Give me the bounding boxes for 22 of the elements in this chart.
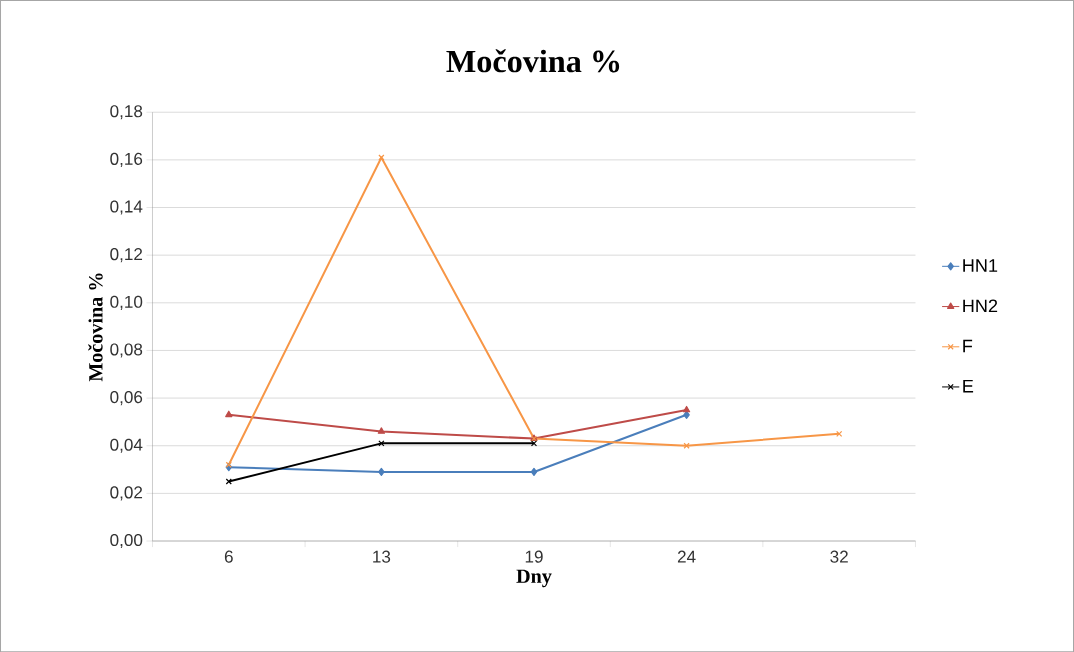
x-axis-title: Dny — [516, 569, 552, 588]
legend-label: E — [963, 379, 974, 393]
x-tick-label: 24 — [677, 550, 696, 563]
y-tick-label: 0,16 — [110, 152, 143, 167]
x-tick-label: 6 — [224, 550, 233, 563]
y-tick-label: 0,00 — [110, 533, 143, 548]
y-tick-label: 0,14 — [110, 200, 143, 215]
x-tick-label: 32 — [830, 550, 848, 563]
y-tick-label: 0,08 — [110, 343, 143, 358]
y-axis-title: Močovina % — [88, 273, 103, 382]
chart-title: Močovina % — [446, 49, 620, 73]
y-tick-label: 0,12 — [110, 247, 143, 263]
y-tick-label: 0,10 — [110, 295, 143, 310]
y-tick-label: 0,04 — [110, 438, 143, 453]
legend-label: F — [963, 339, 973, 353]
legend-label: HN1 — [963, 259, 998, 272]
y-tick-label: 0,06 — [110, 390, 143, 406]
y-tick-label: 0,02 — [110, 486, 143, 501]
y-tick-label: 0,18 — [110, 105, 143, 120]
x-tick-label: 19 — [525, 550, 543, 563]
x-tick-label: 13 — [373, 550, 391, 563]
legend-label: HN2 — [963, 299, 998, 312]
